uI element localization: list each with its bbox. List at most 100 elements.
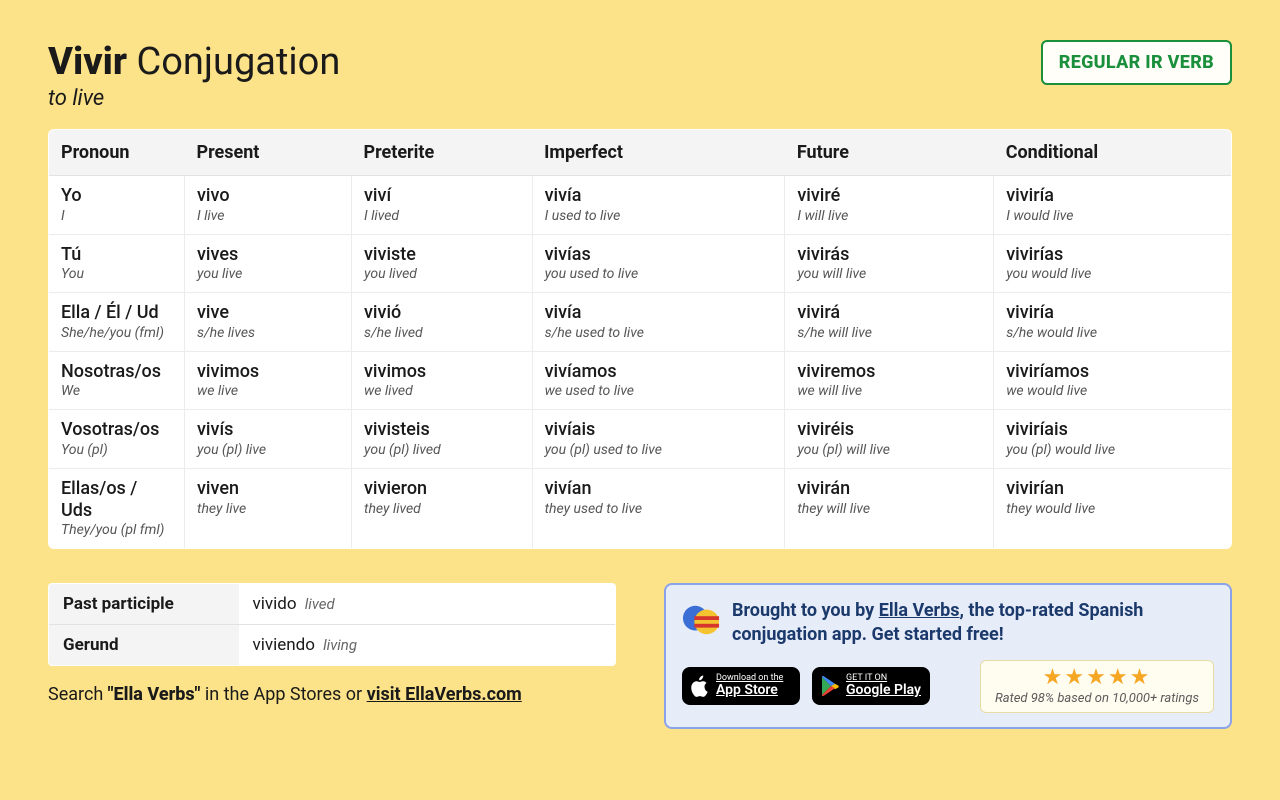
search-mid: in the App Stores or — [200, 684, 366, 705]
rating-box: ★★★★★ Rated 98% based on 10,000+ ratings — [980, 660, 1214, 713]
gerund-gloss: living — [323, 636, 357, 654]
verb-form: viví — [364, 185, 520, 207]
column-header: Present — [185, 130, 352, 176]
verb-gloss: I lived — [364, 208, 520, 224]
appstore-bottom-line: App Store — [716, 683, 783, 698]
column-header: Preterite — [352, 130, 533, 176]
verb-gloss: s/he will live — [797, 325, 981, 341]
participles-table: Past participle vivido lived Gerund vivi… — [48, 583, 616, 666]
pronoun-gloss: She/he/you (fml) — [61, 325, 172, 341]
verb-gloss: I will live — [797, 208, 981, 224]
conjugation-cell: viviránthey will live — [785, 468, 994, 548]
verb-gloss: I would live — [1006, 208, 1219, 224]
pronoun-cell: Nosotras/osWe — [49, 351, 185, 410]
verb-gloss: you (pl) lived — [364, 442, 520, 458]
pronoun: Nosotras/os — [61, 361, 172, 383]
verb-gloss: s/he would live — [1006, 325, 1219, 341]
ella-verbs-link[interactable]: Ella Verbs — [879, 600, 960, 621]
conjugation-cell: vivíasyou used to live — [532, 234, 785, 293]
column-header: Pronoun — [49, 130, 185, 176]
verb-form: viviría — [1006, 302, 1219, 324]
verb-gloss: you (pl) live — [197, 442, 339, 458]
pronoun: Vosotras/os — [61, 419, 172, 441]
column-header: Imperfect — [532, 130, 785, 176]
spain-flag-icon — [682, 601, 720, 639]
conjugation-cell: viviréI will live — [785, 176, 994, 235]
verb-gloss: you lived — [364, 266, 520, 282]
past-participle-label: Past participle — [49, 584, 239, 625]
past-participle-cell: vivido lived — [239, 584, 616, 625]
promo-bottom: Download on the App Store GET IT ON Goog… — [682, 660, 1214, 713]
promo-box: Brought to you by Ella Verbs, the top-ra… — [664, 583, 1232, 729]
verb-translation: to live — [48, 86, 340, 111]
verb-form: vivimos — [364, 361, 520, 383]
verb-form: viviré — [797, 185, 981, 207]
pronoun-cell: Vosotras/osYou (pl) — [49, 410, 185, 469]
verb-form: vivías — [545, 244, 773, 266]
verb-form: viviréis — [797, 419, 981, 441]
conjugation-cell: vivieronthey lived — [352, 468, 533, 548]
search-quoted: "Ella Verbs" — [108, 684, 201, 705]
apple-icon — [691, 675, 709, 697]
verb-form: vivirá — [797, 302, 981, 324]
promo-text: Brought to you by Ella Verbs, the top-ra… — [732, 599, 1214, 648]
verb-gloss: we will live — [797, 383, 981, 399]
verb-gloss: s/he lives — [197, 325, 339, 341]
conjugation-cell: vivíanthey used to live — [532, 468, 785, 548]
google-play-badge[interactable]: GET IT ON Google Play — [812, 667, 930, 705]
conjugation-cell: viviós/he lived — [352, 293, 533, 352]
bottom-row: Past participle vivido lived Gerund vivi… — [48, 583, 1232, 729]
verb-gloss: they lived — [364, 501, 520, 517]
conjugation-cell: viviríamoswe would live — [994, 351, 1232, 410]
conjugation-cell: viviríaI would live — [994, 176, 1232, 235]
table-row: TúYouvivesyou livevivisteyou livedvivías… — [49, 234, 1232, 293]
table-header-row: PronounPresentPreteriteImperfectFutureCo… — [49, 130, 1232, 176]
verb-form: viviríais — [1006, 419, 1219, 441]
verb-form: viven — [197, 478, 339, 500]
verb-gloss: they live — [197, 501, 339, 517]
title-block: Vivir Conjugation to live — [48, 40, 340, 111]
pronoun-cell: Ella / Él / UdShe/he/you (fml) — [49, 293, 185, 352]
verb-form: vivía — [545, 302, 773, 324]
verb-form: vive — [197, 302, 339, 324]
pronoun: Tú — [61, 244, 172, 266]
pronoun: Yo — [61, 185, 172, 207]
stars-icon: ★★★★★ — [995, 667, 1199, 689]
google-play-icon — [821, 676, 839, 696]
verb-form: vivo — [197, 185, 339, 207]
pronoun-gloss: They/you (pl fml) — [61, 522, 172, 538]
verb-gloss: s/he used to live — [545, 325, 773, 341]
verb-form: vivirás — [797, 244, 981, 266]
visit-link[interactable]: visit EllaVerbs.com — [367, 684, 522, 705]
conjugation-cell: vivoI live — [185, 176, 352, 235]
table-row: YoIvivoI livevivíI livedvivíaI used to l… — [49, 176, 1232, 235]
conjugation-cell: vivíaI used to live — [532, 176, 785, 235]
search-line: Search "Ella Verbs" in the App Stores or… — [48, 684, 616, 705]
conjugation-cell: viviríasyou would live — [994, 234, 1232, 293]
table-row: Vosotras/osYou (pl) vivísyou (pl) live viv… — [49, 410, 1232, 469]
conjugation-cell: vivisteyou lived — [352, 234, 533, 293]
verb-form: vivía — [545, 185, 773, 207]
gerund-form: viviendo — [253, 635, 315, 655]
verb-form: vivió — [364, 302, 520, 324]
verb-gloss: you (pl) would live — [1006, 442, 1219, 458]
gerund-cell: viviendo living — [239, 625, 616, 666]
page-title: Vivir Conjugation — [48, 40, 340, 84]
conjugation-cell: viventhey live — [185, 468, 352, 548]
title-suffix: Conjugation — [137, 40, 341, 84]
conjugation-table: PronounPresentPreteriteImperfectFutureCo… — [48, 129, 1232, 549]
verb-form: vivís — [197, 419, 339, 441]
pronoun-gloss: We — [61, 383, 172, 399]
bottom-left: Past participle vivido lived Gerund vivi… — [48, 583, 616, 705]
pronoun: Ellas/os / Uds — [61, 478, 172, 521]
gerund-row: Gerund viviendo living — [49, 625, 616, 666]
verb-gloss: we used to live — [545, 383, 773, 399]
conjugation-cell: vivirías/he would live — [994, 293, 1232, 352]
gerund-label: Gerund — [49, 625, 239, 666]
promo-top: Brought to you by Ella Verbs, the top-ra… — [682, 599, 1214, 648]
verb-name: Vivir — [48, 40, 127, 84]
conjugation-cell: vivirás/he will live — [785, 293, 994, 352]
table-row: Ellas/os / UdsThey/you (pl fml)viventhey… — [49, 468, 1232, 548]
app-store-badge[interactable]: Download on the App Store — [682, 667, 800, 705]
verb-form: vivirán — [797, 478, 981, 500]
